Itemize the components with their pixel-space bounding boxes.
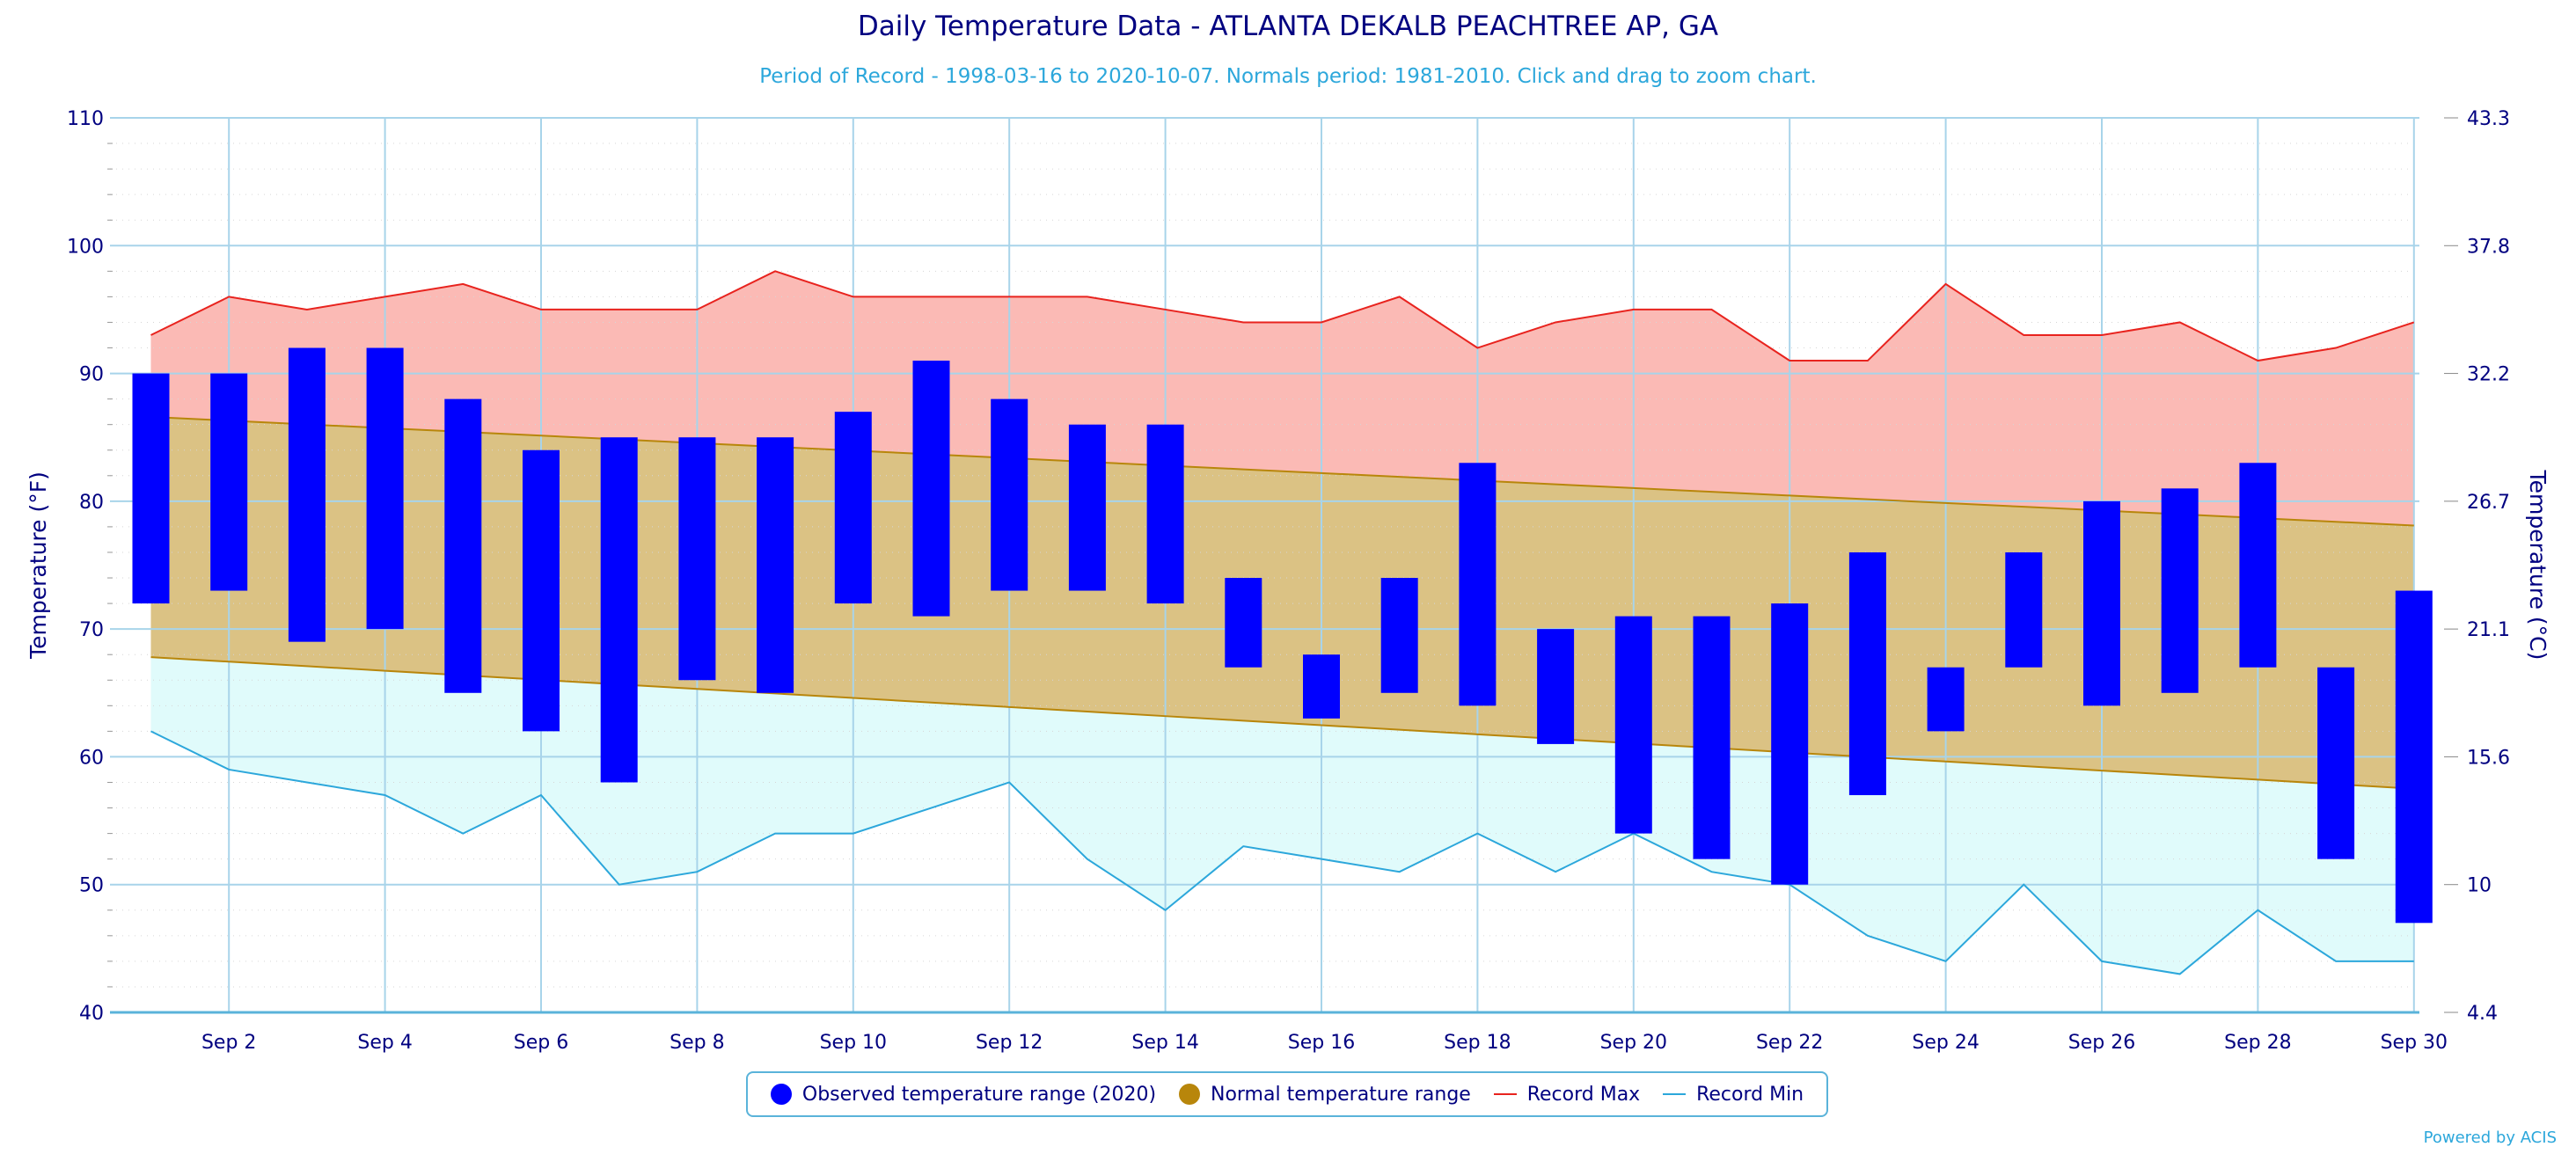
y-right-axis-title: Temperature (°C) [2525,470,2550,661]
observed-bar [366,347,404,630]
legend-record-max-label: Record Max [1526,1083,1641,1106]
legend-record-min-label: Record Min [1696,1083,1804,1106]
chart-subtitle: Period of Record - 1998-03-16 to 2020-10… [759,65,1817,88]
legend-normal-label: Normal temperature range [1210,1083,1471,1106]
observed-bar [1303,654,1340,719]
y-right-tick-label: 37.8 [2467,236,2510,258]
observed-bar [2317,667,2355,859]
record-max-line [150,270,2415,362]
x-tick-label: Sep 24 [1912,1032,1979,1054]
y-right-tick-label: 21.1 [2467,619,2510,641]
observed-bar [444,398,482,693]
y-axis-title: Temperature (°F) [26,471,51,660]
observed-bar [2239,463,2277,668]
x-tick-label: Sep 14 [1131,1032,1198,1054]
observed-bar [1537,629,1575,744]
x-tick-label: Sep 16 [1288,1032,1355,1054]
observed-bar [912,361,950,617]
record-min-area [150,657,2414,975]
x-tick-label: Sep 12 [976,1032,1043,1054]
observed-bar [1693,616,1731,859]
y-right-tick-label: 15.6 [2467,747,2510,769]
axes: 40 4.4 50 10 60 15.6 70 21.1 80 26.7 90 32.2 100 37.8… [26,108,2550,1054]
y-right-tick-label: 43.3 [2467,108,2510,130]
x-tick-label: Sep 20 [1600,1032,1667,1054]
y-right-tick-label: 32.2 [2467,364,2510,386]
area-fills [150,271,2414,975]
y-tick-label: 70 [79,619,104,641]
x-tick-label: Sep 22 [1756,1032,1823,1054]
record-min-line [150,730,2414,975]
observed-bar [1848,551,1886,796]
observed-bar [2395,590,2433,924]
observed-bar [1614,616,1652,834]
normal-high-line [150,415,2414,527]
x-tick-label: Sep 8 [670,1032,724,1054]
y-tick-label: 40 [79,1003,104,1025]
normal-legend-marker [1178,1084,1200,1105]
observed-bar [2083,500,2120,706]
y-right-tick-label: 10 [2467,875,2492,897]
record-max-area [150,271,2414,526]
x-tick-label: Sep 28 [2224,1032,2291,1054]
y-right-tick-label: 26.7 [2467,492,2510,514]
observed-bar [600,437,638,783]
powered-by-credit[interactable]: Powered by ACIS [2423,1128,2557,1147]
y-right-tick-label: 4.4 [2467,1003,2498,1025]
observed-bar [2005,551,2043,668]
legend-item-record-min[interactable]: Record Min [1663,1084,1804,1106]
observed-bar [678,437,716,681]
legend-item-record-max[interactable]: Record Max [1493,1083,1641,1106]
record-min-legend-line [1663,1093,1687,1095]
legend-observed-label: Observed temperature range (2020) [801,1083,1157,1106]
observed-bar [757,437,794,693]
chart-title: Daily Temperature Data - ATLANTA DEKALB … [857,11,1719,42]
x-tick-label: Sep 4 [357,1032,412,1054]
x-tick-label: Sep 18 [1444,1032,1511,1054]
normal-range-area [150,416,2414,789]
y-tick-label: 110 [67,108,104,130]
y-tick-label: 50 [79,875,104,897]
observed-bar [1225,578,1262,668]
x-tick-label: Sep 2 [201,1032,256,1054]
y-tick-label: 90 [79,364,104,386]
observed-bar [1146,424,1184,604]
observed-bar [1068,424,1106,591]
observed-bar [991,398,1028,591]
x-tick-label: Sep 10 [820,1032,887,1054]
observed-bars [132,347,2433,924]
y-tick-label: 60 [79,747,104,769]
observed-legend-marker [770,1084,792,1105]
observed-bar [132,373,170,604]
y-tick-label: 80 [79,492,104,514]
observed-bar [2161,488,2199,693]
observed-bar [834,412,872,604]
observed-bar [288,347,326,642]
legend-item-observed[interactable]: Observed temperature range (2020) [770,1083,1157,1106]
observed-bar [1459,463,1497,706]
observed-bar [1927,667,1965,732]
observed-bar [1380,578,1418,693]
record-max-legend-line [1493,1093,1517,1095]
chart-legend: Observed temperature range (2020) Normal… [746,1071,1828,1117]
observed-bar [523,449,560,732]
x-tick-label: Sep 26 [2068,1032,2135,1054]
legend-item-normal[interactable]: Normal temperature range [1178,1083,1471,1106]
observed-bar [210,373,248,591]
observed-bar [1771,603,1809,885]
x-tick-label: Sep 6 [514,1032,568,1054]
x-tick-label: Sep 30 [2381,1032,2448,1054]
y-tick-label: 100 [67,236,104,258]
